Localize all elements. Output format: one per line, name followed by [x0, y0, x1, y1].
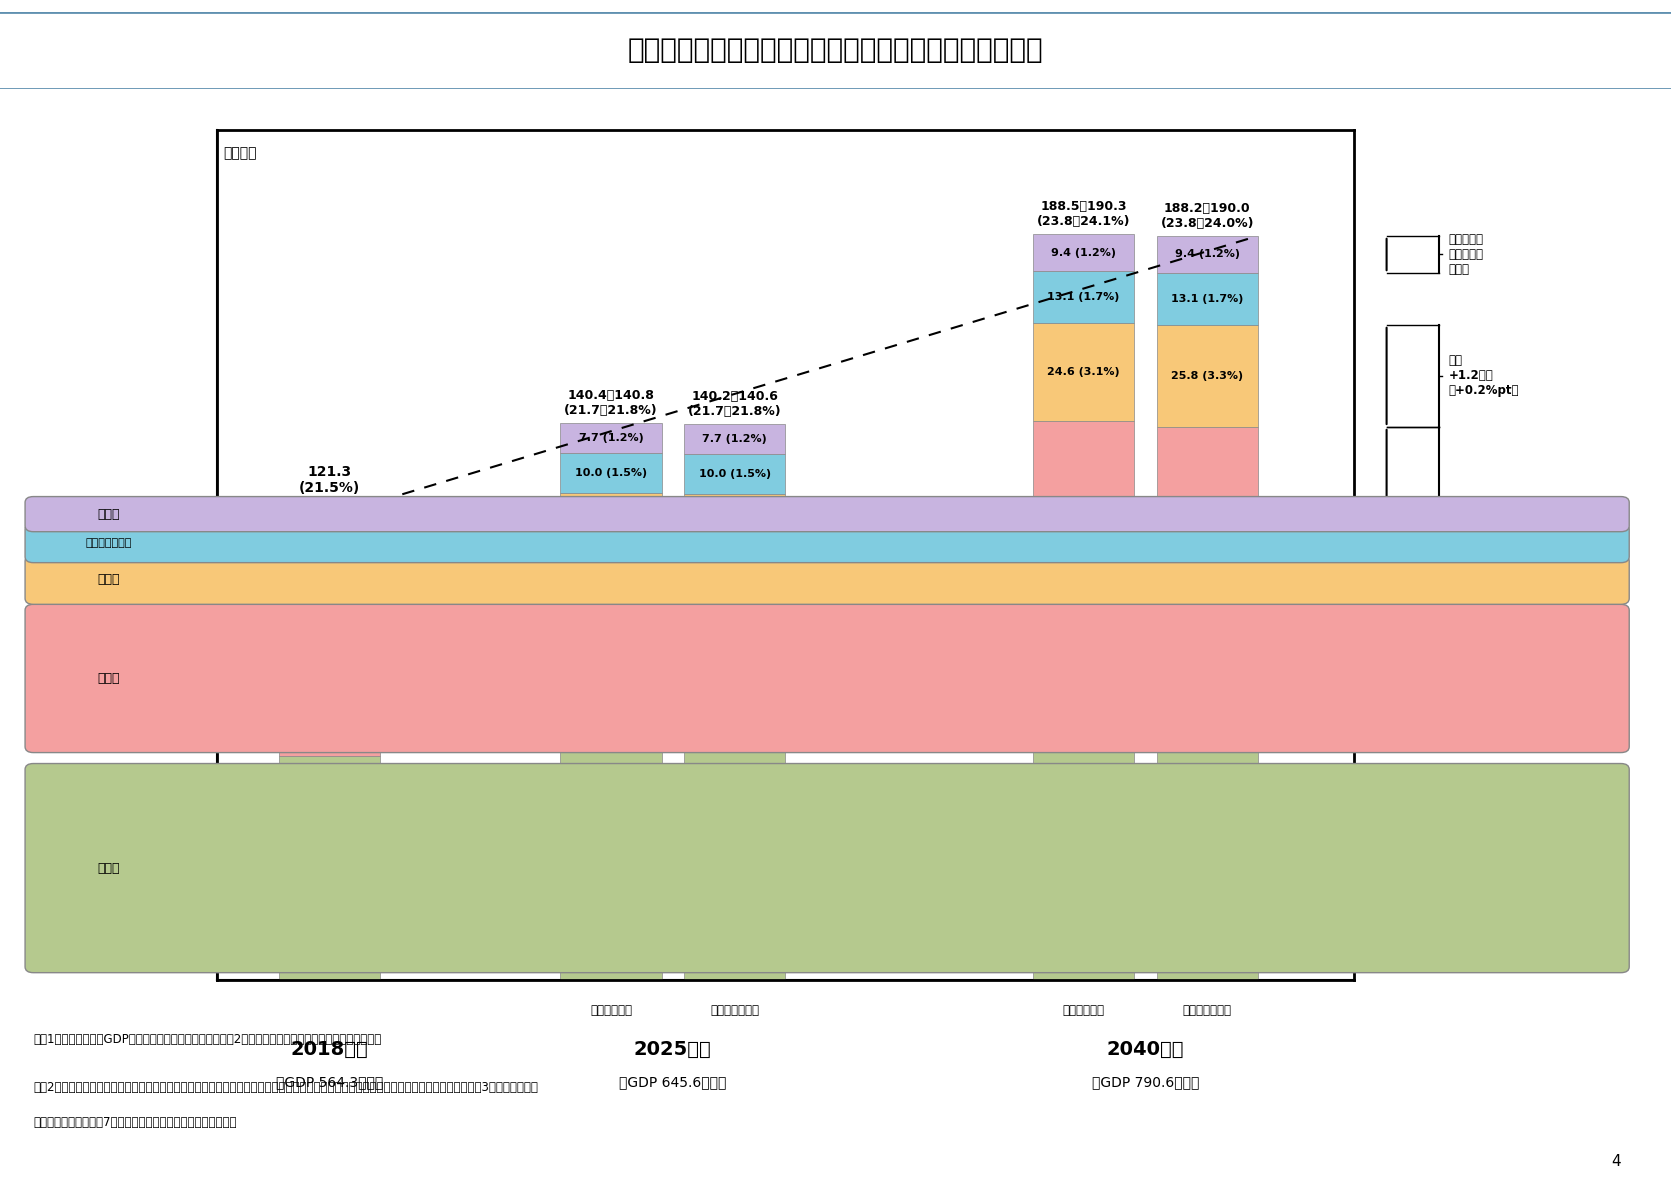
Text: 15.3 (2.4%): 15.3 (2.4%) [698, 518, 770, 529]
Bar [1033, 234, 1135, 272]
Text: （注1）（　）内は対GDP比。医療は単価の伸び率について2通りの仮定をおいており給付費に幅がある。: （注1）（ ）内は対GDP比。医療は単価の伸び率について2通りの仮定をおいており… [33, 1033, 381, 1046]
Text: 《GDP 645.6兆円》: 《GDP 645.6兆円》 [620, 1075, 727, 1089]
Text: 39.2
(7.0%): 39.2 (7.0%) [306, 665, 353, 692]
Text: 13.1 (1.7%): 13.1 (1.7%) [1171, 294, 1243, 304]
Bar [683, 424, 785, 455]
Text: （注2）「現状投影」は、医療・介護サービスの足下の利用状況を基に機械的に計算した場合。「計画ベース」は、医療は地域医療構想及び第3期医療費適正化: （注2）「現状投影」は、医療・介護サービスの足下の利用状況を基に機械的に計算した… [33, 1081, 538, 1094]
Text: 《GDP 564.3兆円》: 《GDP 564.3兆円》 [276, 1075, 383, 1089]
Bar [560, 550, 662, 743]
Text: 73.2
(9.3%): 73.2 (9.3%) [1061, 822, 1106, 849]
Text: 73.2
(9.3%): 73.2 (9.3%) [1185, 822, 1230, 849]
Text: 121.3
(21.5%): 121.3 (21.5%) [299, 465, 361, 495]
Text: 59.9
(9.3%): 59.9 (9.3%) [588, 848, 633, 876]
Bar [1033, 272, 1135, 324]
Text: その他: その他 [97, 508, 120, 521]
Text: 140.4〜140.8
(21.7〜21.8%): 140.4〜140.8 (21.7〜21.8%) [565, 389, 658, 417]
Text: ①：47.8
(7.4%)
②：47.4
（7.3%）: ①：47.8 (7.4%) ②：47.4 （7.3%） [714, 626, 757, 671]
Text: 年　金: 年 金 [97, 862, 120, 875]
Bar [1156, 426, 1258, 691]
Text: 24.6 (3.1%): 24.6 (3.1%) [1048, 367, 1120, 377]
Bar [560, 492, 662, 550]
Text: 2018年度: 2018年度 [291, 1039, 369, 1058]
Text: 10.7 (1.9%): 10.7 (1.9%) [294, 575, 366, 585]
Text: 56.7
(10.1%): 56.7 (10.1%) [302, 854, 358, 882]
Text: 25.8 (3.3%): 25.8 (3.3%) [1171, 371, 1243, 381]
Text: 医療
①▲1.6兆円
②▲1.6兆円
（▲0.2%pt）: 医療 ①▲1.6兆円 ②▲1.6兆円 （▲0.2%pt） [1449, 530, 1517, 588]
Text: 7.9 (1.4%): 7.9 (1.4%) [297, 539, 363, 548]
Text: 14.6 (2.3%): 14.6 (2.3%) [575, 517, 647, 527]
Text: ①：66.7
(8.4%)
②：68.5
（8.7%）: ①：66.7 (8.4%) ②：68.5 （8.7%） [1185, 536, 1230, 581]
Bar [1156, 273, 1258, 325]
Text: （兆円）: （兆円） [222, 145, 256, 159]
Bar [560, 454, 662, 492]
Bar [560, 743, 662, 980]
Bar [279, 528, 381, 559]
Text: ①：68.3
(8.6%)
②：70.1
（8.9%）: ①：68.3 (8.6%) ②：70.1 （8.9%） [1061, 533, 1106, 579]
Text: 59.9
(9.3%): 59.9 (9.3%) [712, 848, 759, 876]
Text: （計画ベース）: （計画ベース） [710, 1004, 759, 1017]
Bar [683, 455, 785, 494]
Text: （現状投影）: （現状投影） [590, 1004, 632, 1017]
Text: 社会保障給付費の見通し（経済：ベースラインケース）: 社会保障給付費の見通し（経済：ベースラインケース） [628, 37, 1043, 64]
Text: 計画ベース
と現状投影
との差: 計画ベース と現状投影 との差 [1449, 233, 1484, 276]
Text: ①：48.7
(7.5%)
②：48.3
（7.5%）: ①：48.7 (7.5%) ②：48.3 （7.5%） [588, 625, 633, 670]
Text: 188.5〜190.3
(23.8〜24.1%): 188.5〜190.3 (23.8〜24.1%) [1036, 201, 1130, 228]
Bar [683, 554, 785, 743]
Bar [560, 423, 662, 454]
Text: 7.7 (1.2%): 7.7 (1.2%) [702, 433, 767, 444]
Bar [1156, 691, 1258, 980]
Text: 介護
+1.2兆円
（+0.2%pt）: 介護 +1.2兆円 （+0.2%pt） [1449, 354, 1519, 398]
Bar [1033, 691, 1135, 980]
Text: 《GDP 790.6兆円》: 《GDP 790.6兆円》 [1091, 1075, 1200, 1089]
Text: 2040年度: 2040年度 [1106, 1039, 1185, 1058]
Bar [279, 601, 381, 756]
Bar [279, 501, 381, 528]
Text: 医　療: 医 療 [97, 672, 120, 685]
Text: 2025年度: 2025年度 [633, 1039, 712, 1058]
Bar [279, 559, 381, 601]
Bar [1033, 324, 1135, 420]
Text: 介　護: 介 護 [97, 573, 120, 586]
Bar [1033, 420, 1135, 691]
Text: 計画、介護は第7期介護保険事業計画を基礎とした場合。: 計画、介護は第7期介護保険事業計画を基礎とした場合。 [33, 1116, 237, 1129]
Text: （現状投影）: （現状投影） [1063, 1004, 1105, 1017]
Text: 4: 4 [1611, 1154, 1621, 1169]
Text: 10.0 (1.5%): 10.0 (1.5%) [698, 469, 770, 479]
Bar [683, 743, 785, 980]
Text: 子ども・子育て: 子ども・子育て [85, 539, 132, 548]
Text: 9.4 (1.2%): 9.4 (1.2%) [1051, 248, 1116, 257]
Bar [279, 756, 381, 980]
Text: 6.7 (1.2%): 6.7 (1.2%) [297, 509, 363, 520]
Text: 188.2〜190.0
(23.8〜24.0%): 188.2〜190.0 (23.8〜24.0%) [1160, 202, 1253, 230]
Bar [1156, 236, 1258, 273]
Text: 9.4 (1.2%): 9.4 (1.2%) [1175, 249, 1240, 260]
Text: 10.0 (1.5%): 10.0 (1.5%) [575, 468, 647, 478]
Text: 140.2〜140.6
(21.7〜21.8%): 140.2〜140.6 (21.7〜21.8%) [688, 390, 782, 418]
Bar [1156, 325, 1258, 426]
Bar [683, 494, 785, 554]
Text: 7.7 (1.2%): 7.7 (1.2%) [578, 433, 643, 443]
Text: （計画ベース）: （計画ベース） [1183, 1004, 1232, 1017]
Text: 13.1 (1.7%): 13.1 (1.7%) [1048, 293, 1120, 302]
